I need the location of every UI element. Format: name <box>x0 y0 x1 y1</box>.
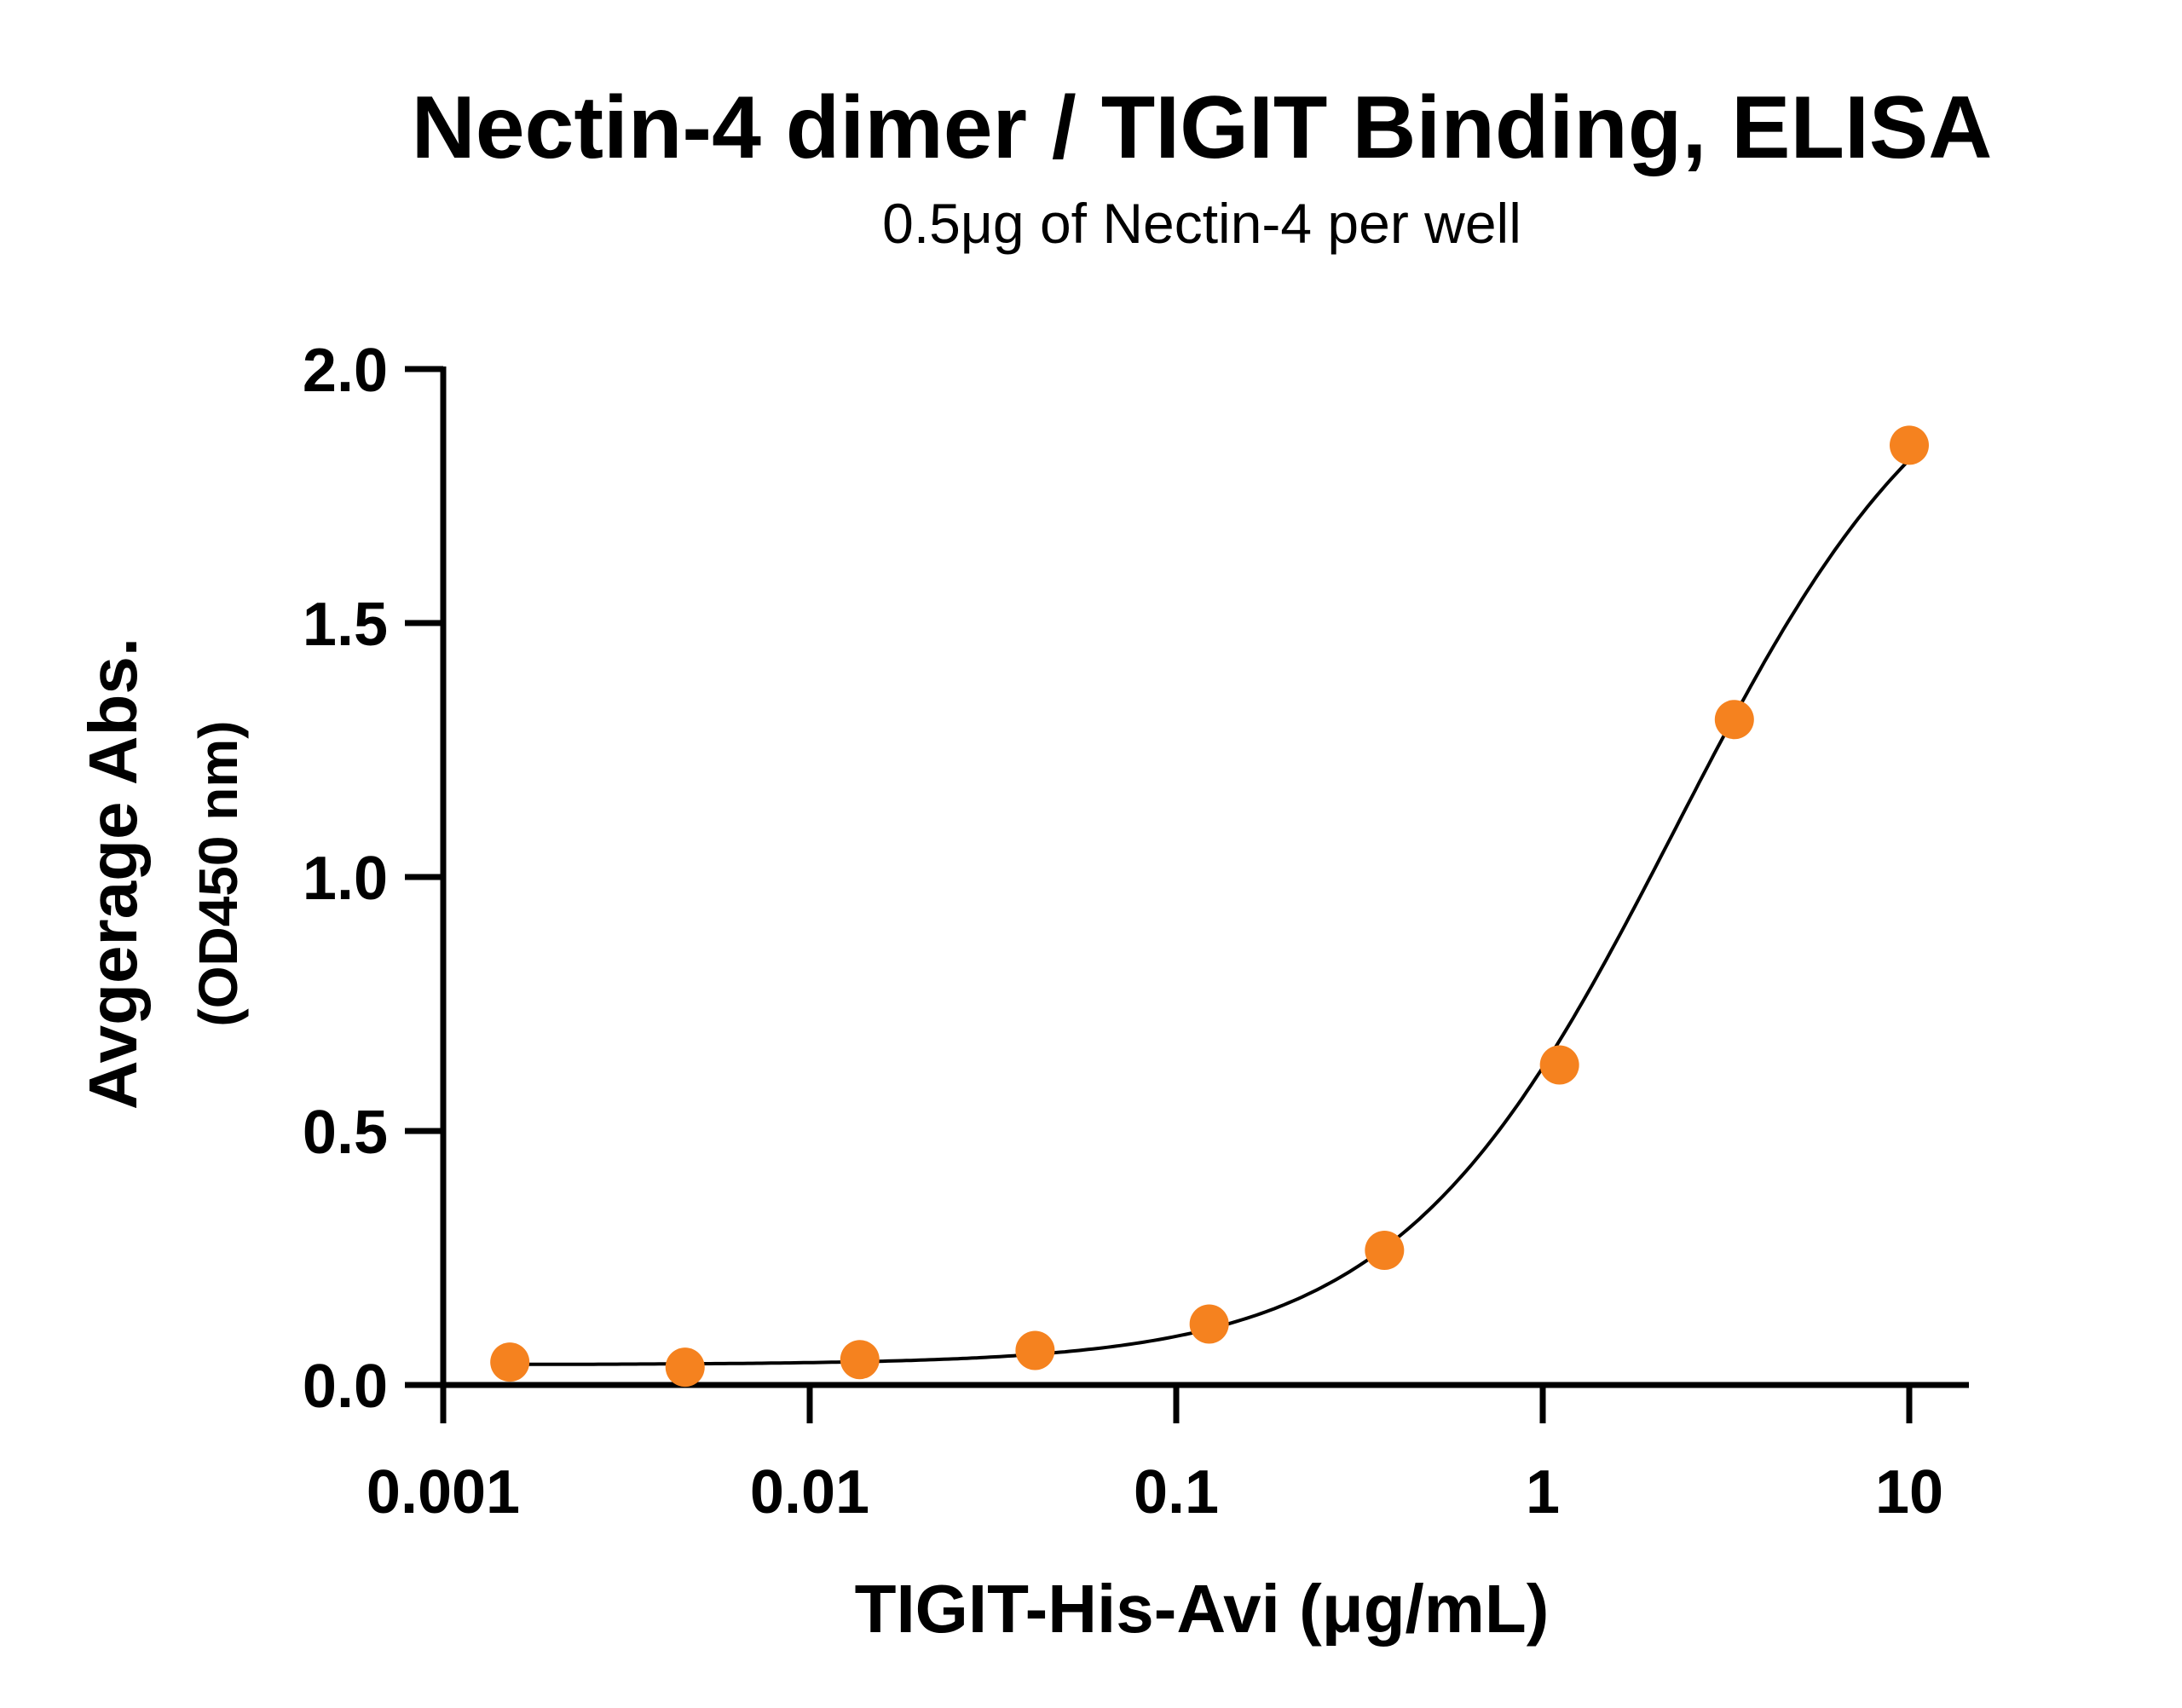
data-point <box>1365 1231 1405 1271</box>
fit-curve <box>510 459 1911 1366</box>
data-point <box>1714 700 1754 740</box>
data-point <box>490 1342 530 1382</box>
y-axis-unit: (OD450 nm) <box>188 720 249 1026</box>
y-tick-label: 1.5 <box>303 591 388 659</box>
chart-subtitle: 0.5μg of Nectin-4 per well <box>882 192 1521 255</box>
axes <box>440 366 1969 1423</box>
data-point <box>1539 1045 1579 1085</box>
y-tick-label: 0.5 <box>303 1099 388 1167</box>
x-ticks: 0.001 0.01 0.1 1 10 <box>367 1385 1943 1526</box>
data-point <box>1189 1304 1229 1344</box>
x-tick-label: 10 <box>1875 1458 1943 1526</box>
x-axis-label: TIGIT-His-Avi (μg/mL) <box>855 1571 1550 1647</box>
fit-curve-group <box>510 459 1911 1366</box>
y-tick-label: 2.0 <box>303 337 388 405</box>
chart-title: Nectin-4 dimer / TIGIT Binding, ELISA <box>412 78 1993 177</box>
y-axis-label: Avgerage Abs. <box>75 638 151 1110</box>
x-tick-label: 1 <box>1526 1458 1560 1526</box>
x-tick-label: 0.01 <box>750 1458 869 1526</box>
data-point <box>1890 425 1929 465</box>
data-points <box>490 425 1929 1388</box>
y-tick-label: 0.0 <box>303 1353 388 1421</box>
data-point <box>1015 1330 1055 1370</box>
x-tick-label: 0.1 <box>1134 1458 1219 1526</box>
data-point <box>840 1340 880 1380</box>
x-tick-label: 0.001 <box>367 1458 520 1526</box>
y-ticks: 0.0 0.5 1.0 1.5 2.0 <box>303 337 443 1421</box>
y-axis-label-group: Avgerage Abs. (OD450 nm) <box>75 638 249 1110</box>
data-point <box>665 1347 705 1388</box>
y-tick-label: 1.0 <box>303 845 388 913</box>
